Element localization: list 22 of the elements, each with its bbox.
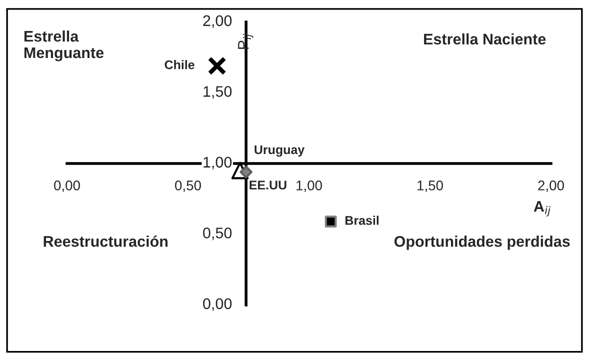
point [208, 56, 226, 76]
x-tick-label: 0,00 [54, 180, 80, 192]
point [324, 216, 337, 228]
y-tick-label: 1,50 [204, 86, 232, 99]
y-tick-label: 1,00 [204, 156, 232, 170]
x-axis-title: A$_{ij}$ [534, 201, 551, 216]
series-label: EE.UU [250, 180, 286, 190]
y-tick-label: 2,00 [203, 15, 232, 28]
x-tick-label: 1,50 [418, 180, 443, 192]
y-tick-label: 0,50 [203, 228, 232, 240]
annotation: Oportunidades perdidas [394, 236, 570, 250]
series-label: Brasil [346, 216, 379, 225]
series-label: Chile [164, 60, 194, 70]
annotation: Reestructuración [44, 235, 168, 247]
x-tick-label: 1,00 [296, 180, 322, 192]
annotation: Estrella Naciente [424, 33, 546, 45]
series-label: Uruguay [254, 145, 305, 157]
y-tick-label: 0,00 [203, 298, 232, 311]
x-tick-label: 2,00 [538, 180, 564, 192]
x-tick-label: 0,50 [175, 180, 201, 192]
annotation: Estrella Menguante [24, 30, 104, 62]
y-axis-title: P$_{ij}$ [238, 34, 254, 49]
